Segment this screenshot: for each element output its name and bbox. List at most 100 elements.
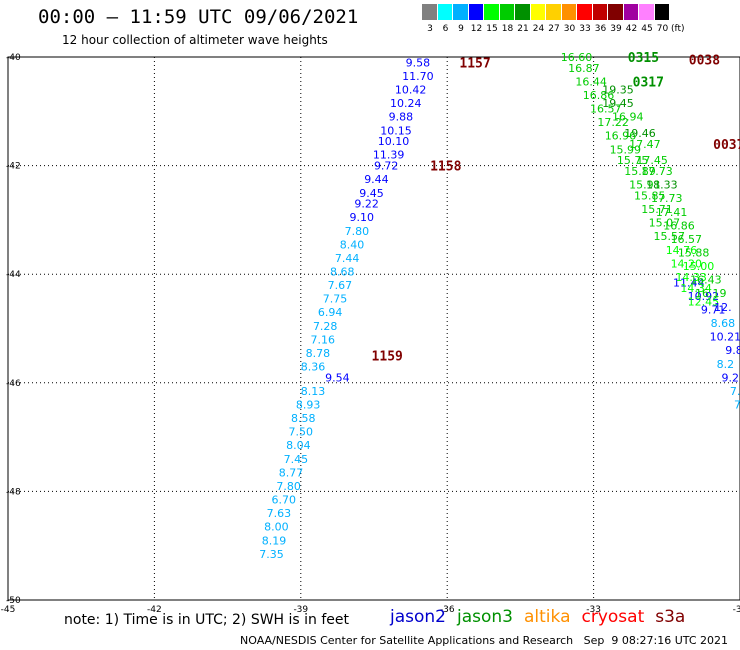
legend-label: 33 [579, 24, 591, 34]
swh-value: 16.57 [671, 233, 703, 246]
x-tick-label: -42 [147, 605, 162, 615]
swh-value: 7.28 [313, 320, 338, 333]
swh-value: 15.91 [629, 179, 661, 192]
swh-value: 15.57 [653, 230, 685, 243]
swh-value: 8.68 [330, 265, 355, 278]
swh-value: 16.43 [690, 274, 722, 287]
x-tick-label: -30 [733, 605, 740, 615]
swh-value: 8.58 [291, 412, 316, 425]
swh-value: 17.22 [597, 116, 629, 129]
swh-value: 8.36 [301, 361, 326, 374]
swh-value: 7.75 [323, 293, 348, 306]
swh-value: 15.89 [624, 165, 656, 178]
swh-value: 7.44 [335, 252, 360, 265]
swh-value: 9.2 [721, 371, 739, 384]
time-label: 0037 [713, 138, 740, 153]
legend-swatch [453, 4, 469, 20]
swh-value: 16.86 [583, 89, 615, 102]
swh-value: 7. [730, 385, 740, 398]
swh-value: 7.80 [345, 225, 370, 238]
legend-swatch [515, 4, 531, 20]
y-tick-label: -42 [6, 162, 21, 172]
legend-label: 6 [442, 24, 449, 34]
swh-value: 7.16 [311, 333, 336, 346]
swh-value: 14.34 [680, 282, 712, 295]
footer-note: note: 1) Time is in UTC; 2) SWH is in fe… [64, 612, 350, 628]
legend-unit: (ft) [671, 24, 685, 34]
swh-value: 9.54 [325, 371, 350, 384]
legend-label: 18 [501, 24, 514, 34]
y-tick-label: -40 [6, 53, 21, 63]
swh-value: 10.21 [710, 331, 740, 344]
swh-value: 9.71 [701, 303, 726, 316]
legend-swatch [499, 4, 515, 20]
swh-value: 8.04 [286, 439, 311, 452]
time-label: 1157 [459, 56, 490, 71]
credit-line: NOAA/NESDIS Center for Satellite Applica… [240, 634, 729, 647]
swh-value: 9.10 [350, 211, 375, 224]
swh-value: 19.45 [602, 97, 634, 110]
swh-value: 15.00 [683, 260, 715, 273]
swh-value: 7.63 [267, 507, 292, 520]
swh-value: 16.57 [590, 103, 622, 116]
swh-value: 16.94 [612, 111, 644, 124]
legend-label: 27 [548, 24, 560, 34]
swh-value: 9.58 [406, 56, 431, 69]
y-tick-label: -50 [6, 596, 21, 606]
x-tick-label: -33 [586, 605, 601, 615]
swh-value: 14.20 [671, 257, 703, 270]
legend-label: 39 [610, 24, 622, 34]
swh-value: 19.46 [624, 127, 656, 140]
swh-value: 15.99 [610, 143, 642, 156]
x-tick-label: -39 [293, 605, 308, 615]
satellite-name: altika [524, 607, 571, 627]
swh-value: 16.87 [568, 62, 600, 75]
x-tick-label: -36 [440, 605, 455, 615]
satellite-name: jason2 [390, 607, 446, 627]
swh-value: 16.86 [663, 219, 695, 232]
legend-label: 30 [563, 24, 576, 34]
swh-value: 6.70 [271, 494, 296, 507]
swh-value: 16.44 [575, 75, 607, 88]
legend-label: 12 [470, 24, 483, 34]
satellite-name: jason3 [457, 607, 513, 627]
y-tick-label: -44 [6, 270, 21, 280]
satellite-name: s3a [655, 607, 686, 627]
legend-swatch [577, 4, 593, 20]
swh-value: 15.85 [634, 189, 666, 202]
swh-value: 10.15 [380, 124, 412, 137]
swh-value: 8.68 [711, 317, 736, 330]
legend-swatch [561, 4, 577, 20]
y-tick-label: -48 [6, 487, 21, 497]
swh-value: 8.19 [262, 534, 287, 547]
legend-swatch [546, 4, 562, 20]
swh-value: 10.92 [688, 290, 720, 303]
swh-value: 11.44 [673, 276, 705, 289]
swh-value: 15.07 [649, 217, 681, 230]
time-label: 1158 [430, 160, 461, 175]
swh-value: 14.76 [666, 244, 698, 257]
swh-value: 10.42 [395, 84, 427, 97]
swh-value: 8.78 [306, 347, 331, 360]
page-title: 00:00 — 11:59 UTC 09/06/2021 [38, 6, 359, 28]
swh-value: 17.73 [641, 165, 673, 178]
swh-value: 10.10 [378, 135, 410, 148]
swh-value: 8.2 [717, 358, 735, 371]
swh-value: 7.45 [284, 453, 309, 466]
swh-value: 17.41 [656, 206, 688, 219]
legend-swatch [639, 4, 655, 20]
swh-value: 17.47 [629, 138, 661, 151]
swh-value: 7.35 [259, 548, 284, 561]
time-label: 0317 [633, 75, 664, 90]
swh-value: 15.71 [641, 203, 673, 216]
legend-swatch [530, 4, 546, 20]
swh-value: 6.94 [318, 306, 343, 319]
legend-label: 70 [656, 24, 669, 34]
swh-value: 9.86 [725, 344, 740, 357]
swh-value: 17.45 [636, 154, 668, 167]
swh-value: 8.40 [340, 238, 365, 251]
legend-label: 45 [641, 24, 653, 34]
legend-label: 9 [458, 24, 464, 34]
swh-value: 7.50 [289, 426, 314, 439]
